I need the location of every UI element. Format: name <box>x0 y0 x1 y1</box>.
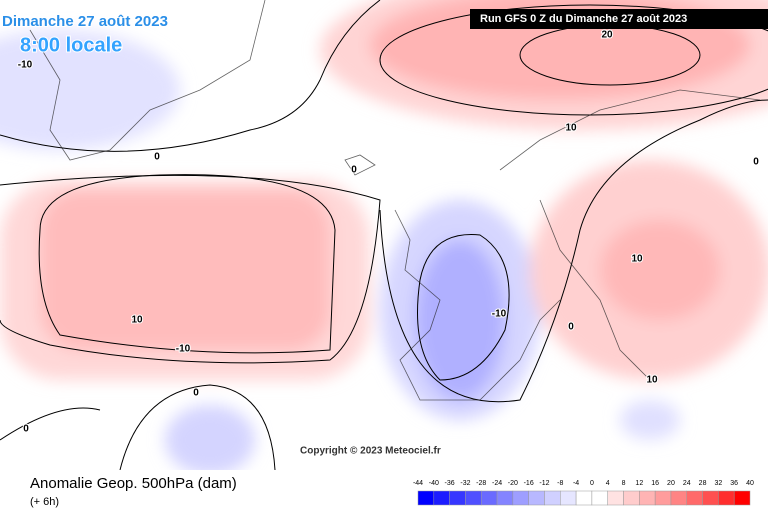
copyright: Copyright © 2023 Meteociel.fr <box>300 446 441 457</box>
colorbar-label: 4 <box>606 480 610 487</box>
contour-label: 10 <box>631 254 643 265</box>
colorbar-label: -32 <box>460 480 470 487</box>
colorbar-label: -16 <box>524 480 534 487</box>
contour-label: 10 <box>646 375 658 386</box>
contour-label: 0 <box>23 424 29 435</box>
footer-title: Anomalie Geop. 500hPa (dam) <box>30 475 237 492</box>
contour-label: 10 <box>131 315 143 326</box>
contour-label: -10 <box>18 60 33 71</box>
contour-label: 0 <box>753 157 759 168</box>
contour-label: 0 <box>154 152 160 163</box>
run: Run GFS 0 Z du Dimanche 27 août 2023 <box>480 13 687 25</box>
colorbar-swatch <box>623 490 640 506</box>
colorbar-label: -4 <box>573 480 579 487</box>
colorbar-swatch <box>480 490 498 506</box>
contour-label: 10 <box>565 123 577 134</box>
contour-label: 0 <box>193 388 199 399</box>
colorbar-label: -20 <box>508 480 518 487</box>
time: 8:00 locale <box>20 34 122 56</box>
colorbar-swatch <box>575 490 593 506</box>
colorbar-swatch <box>654 490 672 506</box>
colorbar-label: 20 <box>667 480 675 487</box>
colorbar-label: 12 <box>635 480 643 487</box>
colorbar-swatch <box>512 490 529 506</box>
colorbar-swatch <box>718 490 735 506</box>
colorbar-label: -8 <box>557 480 563 487</box>
lead: (+ 6h) <box>30 496 59 508</box>
colorbar-swatch <box>465 490 482 506</box>
colorbar-swatch <box>607 490 624 506</box>
colorbar-swatch <box>733 490 751 506</box>
contour-label: 0 <box>351 165 357 176</box>
colorbar-label: -36 <box>445 480 455 487</box>
colorbar-swatch <box>670 490 688 506</box>
colorbar-label: 8 <box>622 480 626 487</box>
colorbar-swatch <box>560 490 577 506</box>
colorbar-swatch <box>496 490 514 506</box>
colorbar-label: 24 <box>683 480 691 487</box>
map <box>0 0 768 475</box>
colorbar-label: -40 <box>429 480 439 487</box>
colorbar-swatch <box>544 490 561 506</box>
contour-label: 20 <box>601 30 613 41</box>
colorbar-label: 40 <box>746 480 754 487</box>
colorbar-label: -24 <box>492 480 502 487</box>
colorbar-swatch <box>449 490 466 506</box>
colorbar-swatch <box>686 490 703 506</box>
colorbar-label: -12 <box>539 480 549 487</box>
colorbar-swatch <box>639 490 656 506</box>
colorbar-label: 32 <box>714 480 722 487</box>
colorbar-label: 36 <box>730 480 738 487</box>
contour-label: -10 <box>176 344 191 355</box>
run-box <box>470 9 768 29</box>
contour-label: -10 <box>492 309 507 320</box>
colorbar-swatch <box>591 490 608 506</box>
colorbar-label: -28 <box>476 480 486 487</box>
contour-label: 0 <box>568 322 574 333</box>
colorbar-label: 28 <box>699 480 707 487</box>
date: Dimanche 27 août 2023 <box>2 13 168 30</box>
colorbar-swatch <box>417 490 435 506</box>
colorbar: -44 -40 -36 -32 -28 -24 -20 -16 -12 -8 -4 0 4 8 12 16 20… <box>413 480 754 506</box>
colorbar-swatch <box>528 490 545 506</box>
colorbar-label: -44 <box>413 480 423 487</box>
colorbar-label: 0 <box>590 480 594 487</box>
colorbar-swatch <box>702 490 719 506</box>
colorbar-swatch <box>433 490 450 506</box>
header: Dimanche 27 août 2023 8:00 locale Run GF… <box>1 9 768 57</box>
colorbar-label: 16 <box>651 480 659 487</box>
